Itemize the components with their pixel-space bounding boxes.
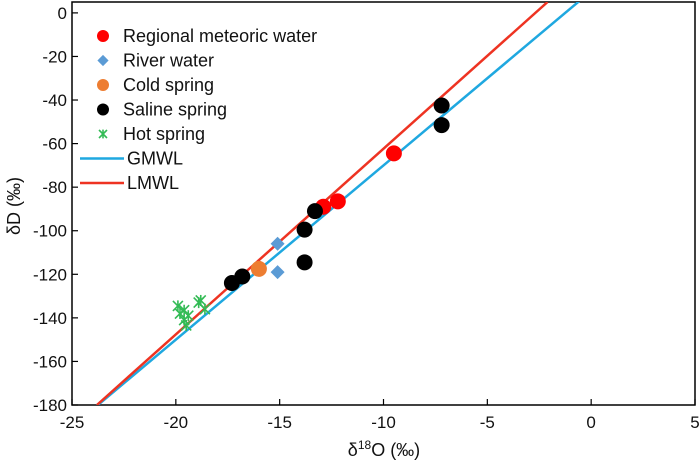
x-tick-label: -10 xyxy=(371,413,396,432)
data-point xyxy=(97,54,109,67)
data-point xyxy=(180,319,192,332)
data-point xyxy=(97,30,109,42)
data-point xyxy=(178,304,190,316)
data-point xyxy=(250,260,267,277)
x-tick-label: -20 xyxy=(164,413,189,432)
y-tick-label: -120 xyxy=(33,265,67,284)
x-axis-label: δ18O (‰) xyxy=(348,438,420,460)
data-point xyxy=(296,221,313,238)
legend-item: Cold spring xyxy=(97,75,214,95)
data-point xyxy=(270,265,285,280)
x-tick-label: 5 xyxy=(690,413,699,432)
saline-spring-series xyxy=(223,97,450,292)
legend-item: River water xyxy=(97,51,214,71)
plot-frame xyxy=(71,1,696,406)
plot-area xyxy=(96,2,581,405)
y-axis: 0 -20 -40 -60 -80 -100 -120 -140 -160 -180 xyxy=(33,4,78,415)
data-point xyxy=(97,79,109,91)
legend-item: Regional meteoric water xyxy=(97,26,317,46)
data-point xyxy=(385,145,402,162)
y-tick-label: -40 xyxy=(42,91,67,110)
x-tick-label: -15 xyxy=(267,413,292,432)
data-point xyxy=(223,275,240,292)
y-tick-label: -20 xyxy=(42,47,67,66)
x-axis: -25 -20 -15 -10 -5 0 5 xyxy=(60,399,700,432)
y-tick-label: -160 xyxy=(33,352,67,371)
gmwl-line xyxy=(96,2,581,405)
y-tick-label: -80 xyxy=(42,178,67,197)
legend-item: LMWL xyxy=(80,173,179,193)
legend-label: Regional meteoric water xyxy=(123,26,317,46)
y-tick-label: -140 xyxy=(33,309,67,328)
legend-label: GMWL xyxy=(127,149,183,169)
data-point xyxy=(98,129,108,139)
legend-label: Saline spring xyxy=(123,100,227,120)
river-water-series xyxy=(270,236,285,280)
legend-label: LMWL xyxy=(127,173,179,193)
data-point xyxy=(329,193,346,210)
legend-label: Hot spring xyxy=(123,124,205,144)
data-point xyxy=(270,236,285,251)
data-point xyxy=(433,117,450,134)
y-tick-label: -60 xyxy=(42,135,67,154)
data-point xyxy=(433,97,450,114)
data-point xyxy=(296,254,313,271)
legend-label: Cold spring xyxy=(123,75,214,95)
y-tick-label: -180 xyxy=(33,396,67,415)
legend-item: GMWL xyxy=(80,149,183,169)
y-tick-label: 0 xyxy=(58,4,67,23)
hot-spring-series xyxy=(172,294,211,332)
x-axis-label-superscript: 18 xyxy=(358,438,372,452)
cold-spring-series xyxy=(250,260,267,277)
legend-label: River water xyxy=(123,51,214,71)
legend: Regional meteoric water River water Cold s… xyxy=(80,26,317,193)
data-point xyxy=(182,310,194,322)
data-point xyxy=(199,303,211,315)
data-point xyxy=(306,203,323,220)
legend-item: Saline spring xyxy=(97,100,227,120)
x-tick-label: 0 xyxy=(586,413,595,432)
data-point xyxy=(97,103,109,116)
x-tick-label: -5 xyxy=(480,413,495,432)
y-axis-label: δD (‰) xyxy=(4,177,24,235)
x-tick-label: -25 xyxy=(60,413,85,432)
y-tick-label: -100 xyxy=(33,222,67,241)
legend-item: Hot spring xyxy=(98,124,205,144)
